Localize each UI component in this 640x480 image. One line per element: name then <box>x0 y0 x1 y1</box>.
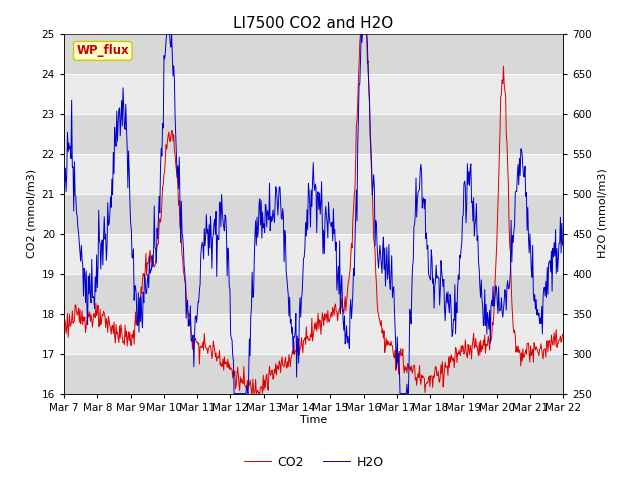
H2O <box>390 284 397 290</box>
H2O <box>172 135 180 141</box>
CO2 <box>559 332 567 337</box>
CO2 <box>60 330 68 336</box>
H2O <box>559 243 567 249</box>
H2O <box>198 240 206 245</box>
CO2 <box>69 320 77 326</box>
Line: CO2: CO2 <box>64 34 563 394</box>
CO2 <box>356 31 364 36</box>
H2O <box>69 164 77 170</box>
Line: H2O: H2O <box>64 34 563 394</box>
Bar <box>64 193 563 234</box>
CO2 <box>198 345 205 350</box>
CO2 <box>376 316 383 322</box>
Title: LI7500 CO2 and H2O: LI7500 CO2 and H2O <box>234 16 394 31</box>
X-axis label: Time: Time <box>300 415 327 425</box>
Legend: CO2, H2O: CO2, H2O <box>239 451 388 474</box>
Bar <box>64 354 563 394</box>
CO2 <box>390 354 397 360</box>
H2O <box>376 253 383 259</box>
Bar <box>64 34 563 73</box>
H2O <box>230 391 238 396</box>
Bar <box>64 274 563 313</box>
H2O <box>60 180 68 186</box>
H2O <box>120 124 128 130</box>
H2O <box>163 31 171 36</box>
CO2 <box>248 391 255 396</box>
Y-axis label: H2O (mmol/m3): H2O (mmol/m3) <box>598 169 607 258</box>
Bar <box>64 154 563 193</box>
Bar <box>64 73 563 114</box>
Text: WP_flux: WP_flux <box>77 44 129 58</box>
CO2 <box>172 153 179 158</box>
Bar <box>64 313 563 354</box>
CO2 <box>120 341 128 347</box>
Y-axis label: CO2 (mmol/m3): CO2 (mmol/m3) <box>26 169 36 258</box>
Bar <box>64 114 563 154</box>
Bar <box>64 234 563 274</box>
